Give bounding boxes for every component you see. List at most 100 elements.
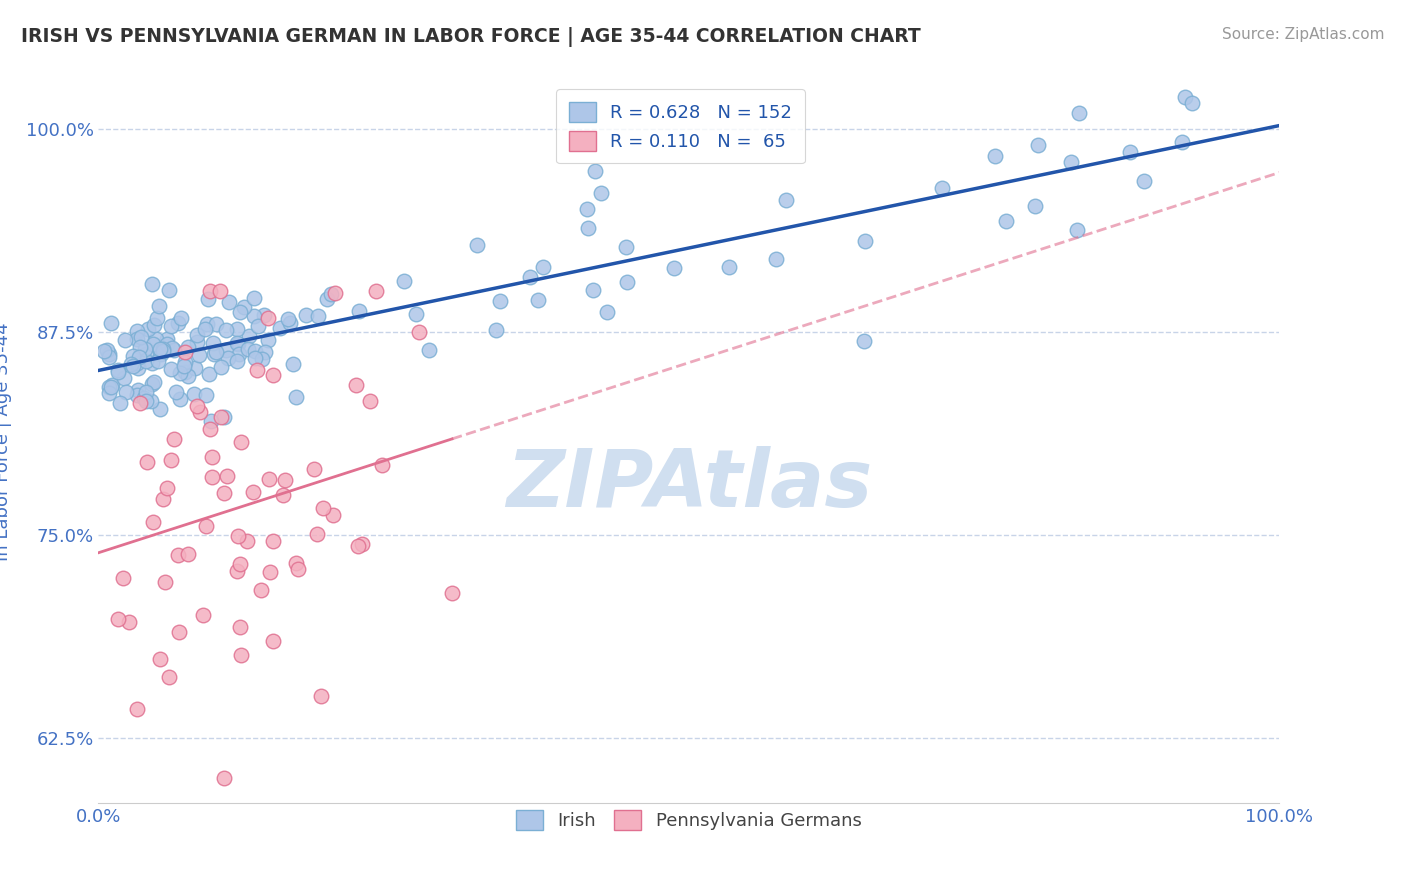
- Point: [212, 772, 235, 786]
- Point: [135, 347, 157, 361]
- Point: [114, 334, 136, 348]
- Point: [169, 392, 191, 407]
- Point: [128, 396, 150, 410]
- Point: [141, 277, 163, 291]
- Point: [198, 285, 221, 299]
- Point: [271, 487, 294, 501]
- Point: [97, 385, 120, 400]
- Point: [489, 293, 512, 308]
- Point: [344, 377, 367, 392]
- Point: [1066, 223, 1088, 237]
- Point: [134, 391, 156, 405]
- Point: [595, 305, 617, 319]
- Point: [148, 354, 170, 368]
- Point: [323, 286, 346, 301]
- Point: [186, 399, 208, 413]
- Point: [312, 501, 335, 516]
- Point: [775, 193, 797, 207]
- Point: [245, 351, 267, 366]
- Point: [141, 356, 163, 370]
- Point: [97, 380, 120, 394]
- Point: [127, 702, 149, 716]
- Point: [156, 481, 179, 495]
- Point: [135, 394, 157, 409]
- Point: [101, 378, 124, 392]
- Point: [278, 316, 301, 330]
- Point: [1174, 89, 1197, 103]
- Point: [259, 565, 281, 579]
- Point: [269, 321, 291, 335]
- Y-axis label: In Labor Force | Age 35-44: In Labor Force | Age 35-44: [0, 322, 11, 561]
- Point: [217, 351, 239, 366]
- Point: [127, 383, 149, 397]
- Point: [263, 368, 285, 382]
- Text: Source: ZipAtlas.com: Source: ZipAtlas.com: [1222, 27, 1385, 42]
- Point: [100, 379, 122, 393]
- Point: [156, 332, 179, 346]
- Point: [188, 405, 211, 419]
- Point: [1119, 145, 1142, 160]
- Point: [217, 469, 239, 483]
- Point: [295, 309, 318, 323]
- Point: [236, 342, 259, 356]
- Point: [135, 385, 157, 400]
- Point: [121, 357, 143, 371]
- Point: [242, 485, 264, 500]
- Point: [184, 361, 207, 376]
- Point: [229, 620, 252, 634]
- Point: [202, 347, 225, 361]
- Point: [984, 149, 1007, 163]
- Point: [236, 533, 259, 548]
- Point: [316, 293, 339, 307]
- Point: [284, 390, 307, 404]
- Point: [127, 332, 149, 346]
- Point: [159, 670, 181, 684]
- Point: [765, 252, 787, 266]
- Point: [148, 299, 170, 313]
- Point: [197, 292, 219, 306]
- Point: [146, 311, 169, 326]
- Point: [229, 558, 252, 572]
- Point: [349, 304, 371, 318]
- Point: [226, 336, 249, 351]
- Point: [129, 330, 152, 344]
- Point: [226, 564, 249, 578]
- Point: [226, 322, 249, 336]
- Point: [346, 539, 368, 553]
- Point: [257, 471, 280, 485]
- Point: [195, 519, 218, 533]
- Point: [107, 363, 129, 377]
- Point: [198, 421, 221, 435]
- Point: [186, 334, 208, 349]
- Point: [195, 318, 218, 332]
- Point: [127, 360, 149, 375]
- Point: [136, 321, 159, 335]
- Point: [307, 309, 329, 323]
- Point: [149, 652, 172, 666]
- Point: [256, 311, 278, 326]
- Point: [209, 285, 232, 299]
- Point: [149, 347, 172, 361]
- Point: [257, 333, 280, 347]
- Point: [226, 337, 249, 351]
- Point: [262, 634, 284, 648]
- Point: [122, 359, 145, 373]
- Point: [205, 345, 228, 359]
- Point: [262, 533, 284, 548]
- Point: [201, 470, 224, 484]
- Point: [853, 234, 876, 248]
- Point: [125, 387, 148, 401]
- Point: [281, 357, 304, 371]
- Point: [931, 181, 953, 195]
- Point: [322, 508, 344, 523]
- Point: [238, 328, 260, 343]
- Point: [187, 349, 209, 363]
- Point: [614, 240, 637, 254]
- Point: [169, 625, 191, 640]
- Point: [141, 376, 163, 391]
- Point: [249, 582, 271, 597]
- Point: [246, 362, 269, 376]
- Point: [576, 202, 599, 217]
- Point: [128, 350, 150, 364]
- Point: [145, 332, 167, 346]
